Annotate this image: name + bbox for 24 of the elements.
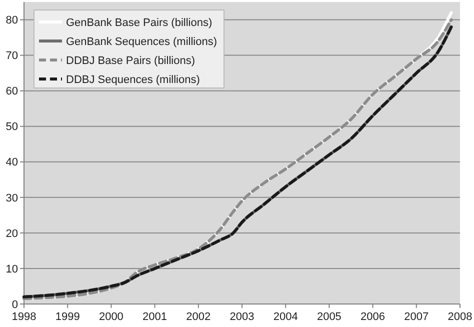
legend-label: DDBJ Base Pairs (billions): [66, 54, 195, 67]
legend-label: GenBank Base Pairs (billions): [66, 16, 212, 29]
y-tick-label: 0: [12, 298, 18, 311]
y-tick-label: 20: [6, 228, 18, 240]
x-tick-label: 2005: [316, 311, 342, 323]
y-tick-label: 50: [6, 121, 18, 134]
legend-label: GenBank Sequences (millions): [66, 36, 218, 48]
legend-label: DDBJ Sequences (millions): [66, 74, 200, 86]
y-tick-label: 40: [6, 156, 18, 169]
x-tick-label: 2003: [230, 311, 254, 323]
x-tick-label: 2007: [404, 311, 429, 323]
x-tick-label: 2004: [273, 311, 298, 323]
y-tick-label: 10: [6, 263, 18, 276]
x-tick-label: 2001: [142, 311, 168, 323]
y-tick-label: 70: [6, 50, 18, 62]
x-tick-label: 2000: [98, 311, 124, 323]
x-tick-label: 2008: [448, 311, 472, 323]
x-tick-label: 1999: [55, 311, 80, 323]
y-tick-label: 80: [6, 14, 18, 27]
y-tick-label: 30: [6, 192, 18, 204]
x-tick-label: 2002: [186, 311, 211, 323]
x-tick-label: 1998: [12, 311, 36, 323]
y-tick-label: 60: [6, 86, 18, 98]
x-tick-label: 2006: [360, 311, 386, 323]
